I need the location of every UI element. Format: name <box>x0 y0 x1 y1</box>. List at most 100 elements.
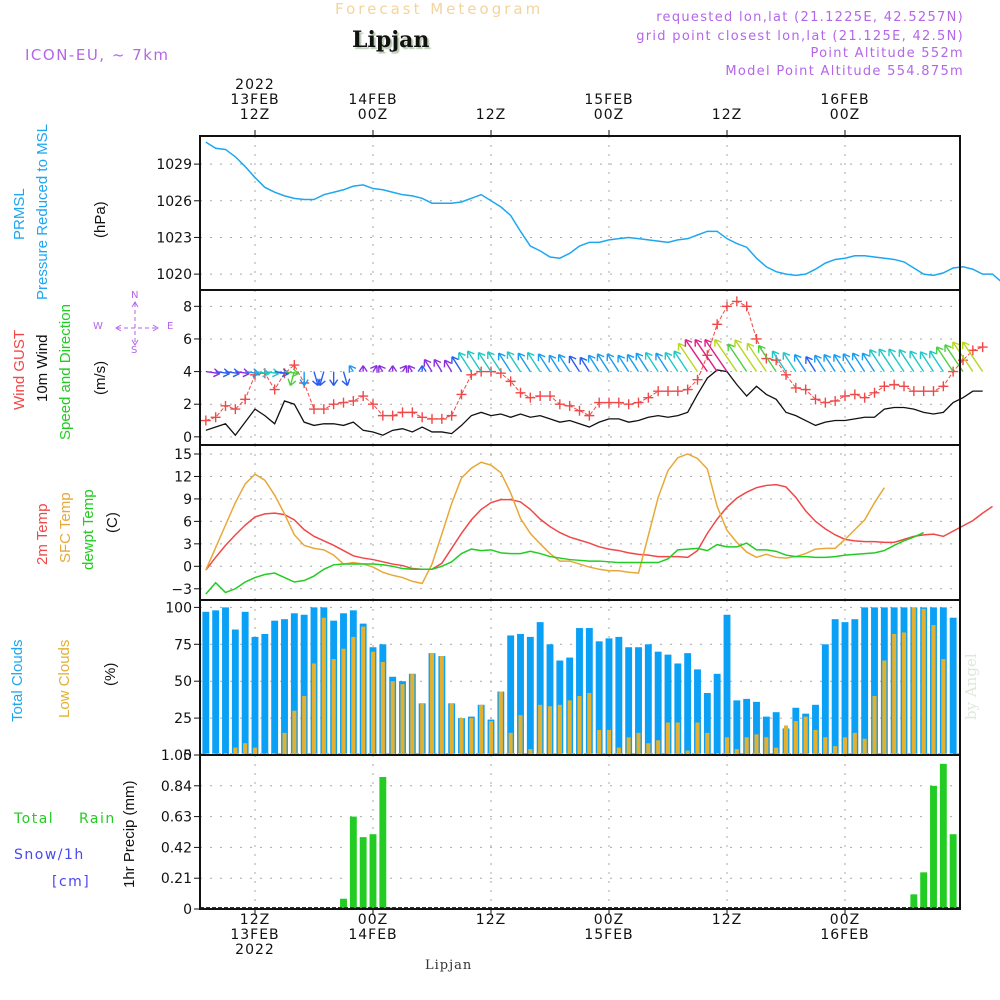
y-tick-label: 6 <box>183 332 192 348</box>
y-tick-label: 6 <box>183 514 192 530</box>
sfc-temp-line <box>205 453 885 585</box>
gust-marker <box>240 394 251 405</box>
low-cloud-bar <box>705 732 710 755</box>
total-cloud-bar <box>231 629 239 755</box>
wind-direction-arrow <box>579 356 590 372</box>
wind-direction-arrow <box>888 348 905 372</box>
total-cloud-bar <box>290 613 298 755</box>
low-cloud-bar <box>538 704 543 755</box>
panel-frame <box>199 289 961 446</box>
gust-marker <box>908 386 919 397</box>
low-cloud-bar <box>410 673 415 755</box>
wind-direction-arrow <box>299 371 309 386</box>
point-altitude: Point Altitude 552m <box>810 46 964 61</box>
total-cloud-bar <box>595 641 603 755</box>
wind-direction-arrow <box>635 352 649 372</box>
gust-marker <box>328 399 339 410</box>
total-cloud-bar <box>841 622 849 755</box>
t2m-line <box>205 483 993 571</box>
low-cloud-bar <box>498 691 503 755</box>
gust-marker <box>594 397 605 408</box>
gust-marker <box>387 410 398 421</box>
wind-direction-arrow <box>477 351 492 372</box>
gust-marker <box>918 386 929 397</box>
gust-marker <box>800 384 811 395</box>
bottom-axis-label: 00Z 14FEB <box>348 913 397 958</box>
y-tick-label: 0.21 <box>161 871 192 887</box>
y-tick-label: 1026 <box>156 194 192 210</box>
wind-direction-arrow <box>805 356 817 372</box>
y-tick-label: 75 <box>174 637 192 653</box>
low-cloud-bar <box>892 633 897 755</box>
dewpt-line <box>205 531 924 595</box>
wind-direction-arrow <box>287 371 297 387</box>
wind-direction-arrow <box>677 342 699 372</box>
y-tick-label: 15 <box>174 447 192 463</box>
wind-direction-arrow <box>644 351 659 372</box>
wind-direction-arrow <box>205 368 221 378</box>
model-label: ICON-EU, ~ 7km <box>25 46 170 64</box>
wind-direction-arrow <box>497 352 512 372</box>
wind-direction-arrow <box>348 364 357 373</box>
wind-direction-arrow <box>929 350 944 372</box>
wind-direction-arrow <box>537 353 551 372</box>
wind-direction-arrow <box>458 351 472 372</box>
gust-marker <box>574 405 585 416</box>
total-cloud-bar <box>851 619 859 755</box>
gust-marker <box>210 412 221 423</box>
gust-marker <box>722 301 732 312</box>
wind-direction-arrow <box>517 352 531 372</box>
rain-bar <box>939 763 947 909</box>
low-cloud-bar <box>302 695 307 755</box>
panel-frame <box>199 754 961 910</box>
y-tick-label: 2 <box>183 397 192 413</box>
wind-direction-arrow <box>443 359 453 372</box>
low-cloud-bar <box>439 656 444 755</box>
bottom-axis-label: 12Z <box>712 913 742 958</box>
total-cloud-bar <box>821 644 829 755</box>
y-tick-label: 1020 <box>156 267 192 283</box>
total-cloud-bar <box>772 712 780 755</box>
footer-station: Lipjan <box>425 958 473 973</box>
low-cloud-bar <box>675 722 680 755</box>
total-cloud-bar <box>546 644 554 755</box>
low-cloud-bar <box>882 660 887 755</box>
total-cloud-bar <box>684 653 692 755</box>
gust-marker <box>545 391 555 402</box>
low-cloud-bar <box>734 749 739 755</box>
top-axis-label-line: 14FEB <box>348 92 398 108</box>
gust-marker <box>495 368 506 379</box>
rain-bar <box>340 898 347 909</box>
total-cloud-bar <box>261 633 269 755</box>
y-tick-label: −3 <box>171 582 192 598</box>
low-cloud-bar <box>646 743 651 755</box>
wind-direction-arrow <box>898 349 915 372</box>
wind-direction-arrow <box>673 350 689 372</box>
bottom-axis-label-line: 12Z <box>711 912 743 928</box>
gust-marker <box>948 366 959 377</box>
gust-marker <box>417 412 428 423</box>
low-cloud-bar <box>567 700 572 755</box>
top-axis-label-line: 2022 <box>235 77 275 93</box>
low-cloud-bar <box>449 703 454 755</box>
gust-marker <box>427 413 437 424</box>
low-cloud-bar <box>469 718 474 755</box>
bottom-axis-label: 12Z <box>476 913 506 958</box>
wind-direction-arrow <box>417 365 427 372</box>
total-cloud-bar <box>251 636 259 755</box>
total-cloud-bar <box>762 716 770 755</box>
low-cloud-bar <box>872 695 877 755</box>
gust-marker <box>653 386 664 397</box>
wind-direction-arrow <box>407 364 416 373</box>
y-tick-label: 1029 <box>156 157 192 173</box>
gust-marker <box>712 319 723 330</box>
gust-marker <box>377 410 388 421</box>
bottom-axis-label-line: 2022 <box>235 942 275 958</box>
y-tick-label: 8 <box>183 299 192 315</box>
low-cloud-bar <box>842 737 848 755</box>
low-cloud-bar <box>941 659 946 755</box>
total-cloud-bar <box>625 647 633 755</box>
rain-bar <box>379 777 387 909</box>
wind-direction-arrow <box>329 371 339 386</box>
